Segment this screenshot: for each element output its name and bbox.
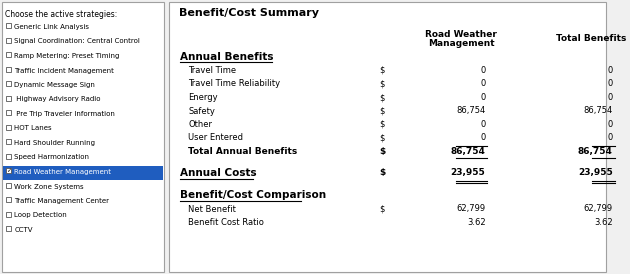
Text: Speed Harmonization: Speed Harmonization xyxy=(14,155,89,161)
Text: Energy: Energy xyxy=(188,93,218,102)
Text: $: $ xyxy=(379,204,385,213)
Text: 0: 0 xyxy=(607,66,613,75)
Text: 86,754: 86,754 xyxy=(583,107,613,116)
Text: User Entered: User Entered xyxy=(188,133,243,142)
Text: Pre Trip Traveler Information: Pre Trip Traveler Information xyxy=(14,111,115,117)
Bar xyxy=(6,110,11,115)
Text: Annual Benefits: Annual Benefits xyxy=(180,52,274,62)
Text: 23,955: 23,955 xyxy=(578,169,613,178)
Text: $: $ xyxy=(379,93,385,102)
Text: 0: 0 xyxy=(480,79,486,89)
Text: Net Benefit: Net Benefit xyxy=(188,204,236,213)
Text: Travel Time Reliability: Travel Time Reliability xyxy=(188,79,280,89)
Text: Total Annual Benefits: Total Annual Benefits xyxy=(188,147,297,156)
Bar xyxy=(6,153,11,158)
Bar xyxy=(6,81,11,86)
Text: 86,754: 86,754 xyxy=(456,107,486,116)
Text: 0: 0 xyxy=(480,120,486,129)
Text: 86,754: 86,754 xyxy=(450,147,486,156)
Bar xyxy=(6,139,11,144)
FancyBboxPatch shape xyxy=(2,2,164,272)
Text: 62,799: 62,799 xyxy=(583,204,613,213)
Text: 0: 0 xyxy=(607,79,613,89)
Text: Benefit/Cost Summary: Benefit/Cost Summary xyxy=(178,8,319,18)
Text: 0: 0 xyxy=(480,133,486,142)
Text: $: $ xyxy=(379,107,385,116)
Text: Generic Link Analysis: Generic Link Analysis xyxy=(14,24,89,30)
Text: $: $ xyxy=(379,133,385,142)
Bar xyxy=(6,168,11,173)
Text: Road Weather Management: Road Weather Management xyxy=(14,169,112,175)
Text: Safety: Safety xyxy=(188,107,215,116)
Text: Choose the active strategies:: Choose the active strategies: xyxy=(5,10,117,19)
Text: Other: Other xyxy=(188,120,212,129)
Text: 62,799: 62,799 xyxy=(456,204,486,213)
Bar xyxy=(6,52,11,57)
Text: Road Weather: Road Weather xyxy=(425,30,497,39)
Bar xyxy=(6,226,11,231)
Bar xyxy=(6,23,11,28)
Bar xyxy=(6,38,11,42)
Bar xyxy=(6,124,11,130)
Text: 0: 0 xyxy=(480,66,486,75)
Text: ✓: ✓ xyxy=(6,169,11,173)
Text: Loop Detection: Loop Detection xyxy=(14,213,67,218)
Text: Management: Management xyxy=(428,39,495,48)
Text: 0: 0 xyxy=(607,120,613,129)
Bar xyxy=(6,96,11,101)
Text: HOT Lanes: HOT Lanes xyxy=(14,125,52,132)
Text: $: $ xyxy=(379,120,385,129)
Text: Signal Coordination: Central Control: Signal Coordination: Central Control xyxy=(14,39,140,44)
Text: Ramp Metering: Preset Timing: Ramp Metering: Preset Timing xyxy=(14,53,120,59)
Bar xyxy=(3,166,163,180)
Bar xyxy=(6,197,11,202)
Text: Benefit Cost Ratio: Benefit Cost Ratio xyxy=(188,218,264,227)
Text: 3.62: 3.62 xyxy=(594,218,613,227)
Text: Hard Shoulder Running: Hard Shoulder Running xyxy=(14,140,96,146)
Text: 23,955: 23,955 xyxy=(450,169,486,178)
Text: Travel Time: Travel Time xyxy=(188,66,236,75)
Text: $: $ xyxy=(379,79,385,89)
Text: 0: 0 xyxy=(607,133,613,142)
Text: 0: 0 xyxy=(480,93,486,102)
Text: $: $ xyxy=(379,147,386,156)
Bar xyxy=(6,182,11,187)
Text: Benefit/Cost Comparison: Benefit/Cost Comparison xyxy=(180,190,326,201)
FancyBboxPatch shape xyxy=(169,2,606,272)
Text: 3.62: 3.62 xyxy=(467,218,486,227)
Text: 0: 0 xyxy=(607,93,613,102)
Text: $: $ xyxy=(379,169,386,178)
Text: Traffic Management Center: Traffic Management Center xyxy=(14,198,110,204)
Text: Dynamic Message Sign: Dynamic Message Sign xyxy=(14,82,95,88)
Text: Traffic Incident Management: Traffic Incident Management xyxy=(14,67,115,73)
Text: Annual Costs: Annual Costs xyxy=(180,169,257,178)
Text: Work Zone Systems: Work Zone Systems xyxy=(14,184,84,190)
Text: CCTV: CCTV xyxy=(14,227,33,233)
Bar xyxy=(6,212,11,216)
Bar xyxy=(6,67,11,72)
Text: Highway Advisory Radio: Highway Advisory Radio xyxy=(14,96,101,102)
Text: Total Benefits: Total Benefits xyxy=(556,34,627,43)
Text: $: $ xyxy=(379,66,385,75)
Text: 86,754: 86,754 xyxy=(578,147,613,156)
